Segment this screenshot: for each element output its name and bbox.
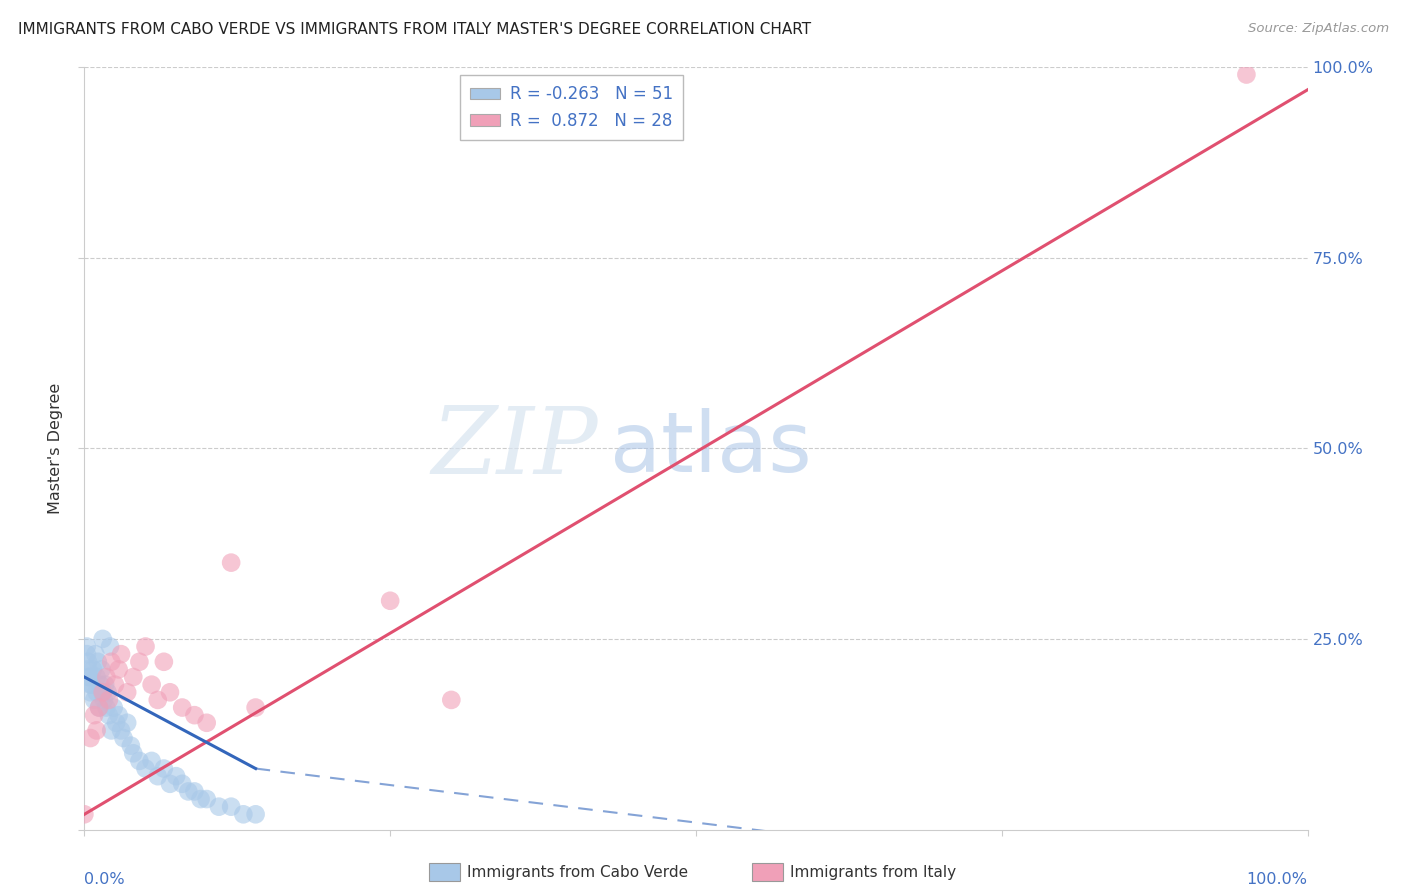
Point bbox=[91, 685, 114, 699]
Point bbox=[112, 731, 135, 745]
Point bbox=[79, 678, 101, 692]
Point bbox=[146, 769, 169, 783]
Point bbox=[77, 655, 100, 669]
Point bbox=[219, 556, 242, 570]
Point bbox=[84, 647, 107, 661]
Point bbox=[172, 700, 194, 714]
Point bbox=[103, 700, 125, 714]
Point bbox=[190, 792, 212, 806]
Point bbox=[440, 693, 463, 707]
Point bbox=[82, 662, 104, 676]
Point bbox=[86, 685, 108, 699]
Text: Immigrants from Cabo Verde: Immigrants from Cabo Verde bbox=[467, 865, 688, 880]
Point bbox=[153, 655, 176, 669]
Point bbox=[87, 700, 110, 714]
Point bbox=[89, 678, 111, 692]
Point bbox=[98, 640, 121, 654]
Point bbox=[232, 807, 254, 822]
Point bbox=[159, 777, 181, 791]
Point bbox=[380, 594, 402, 608]
Point bbox=[177, 784, 200, 798]
Point bbox=[107, 708, 129, 723]
Point bbox=[183, 784, 205, 798]
Point bbox=[141, 678, 163, 692]
Point bbox=[195, 792, 218, 806]
Point bbox=[96, 700, 118, 714]
Point bbox=[96, 670, 118, 684]
Point bbox=[219, 799, 242, 814]
Point bbox=[135, 762, 157, 776]
Point bbox=[76, 647, 98, 661]
Point bbox=[1236, 68, 1258, 82]
Point bbox=[104, 678, 127, 692]
Text: Immigrants from Italy: Immigrants from Italy bbox=[790, 865, 956, 880]
Point bbox=[195, 715, 218, 730]
Point bbox=[159, 685, 181, 699]
Point bbox=[76, 640, 98, 654]
Point bbox=[115, 685, 138, 699]
Point bbox=[79, 731, 101, 745]
Point bbox=[165, 769, 187, 783]
Point bbox=[97, 685, 120, 699]
Point bbox=[77, 662, 100, 676]
Point bbox=[245, 700, 267, 714]
Point bbox=[100, 655, 122, 669]
Text: Source: ZipAtlas.com: Source: ZipAtlas.com bbox=[1249, 22, 1389, 36]
Point bbox=[87, 700, 110, 714]
Legend: R = -0.263   N = 51, R =  0.872   N = 28: R = -0.263 N = 51, R = 0.872 N = 28 bbox=[460, 75, 683, 139]
Point bbox=[115, 715, 138, 730]
Point bbox=[153, 762, 176, 776]
Point bbox=[94, 678, 117, 692]
Text: 100.0%: 100.0% bbox=[1247, 871, 1308, 887]
Y-axis label: Master's Degree: Master's Degree bbox=[48, 383, 63, 514]
Point bbox=[146, 693, 169, 707]
Point bbox=[110, 723, 132, 738]
Point bbox=[120, 739, 142, 753]
Point bbox=[172, 777, 194, 791]
Point bbox=[91, 632, 114, 646]
Point bbox=[86, 670, 108, 684]
Point bbox=[128, 655, 150, 669]
Point bbox=[245, 807, 267, 822]
Point bbox=[183, 708, 205, 723]
Text: atlas: atlas bbox=[610, 408, 813, 489]
Point bbox=[93, 693, 115, 707]
Point bbox=[135, 640, 157, 654]
Text: IMMIGRANTS FROM CABO VERDE VS IMMIGRANTS FROM ITALY MASTER'S DEGREE CORRELATION : IMMIGRANTS FROM CABO VERDE VS IMMIGRANTS… bbox=[18, 22, 811, 37]
Point bbox=[122, 746, 145, 760]
Point bbox=[208, 799, 231, 814]
Point bbox=[87, 655, 110, 669]
Point bbox=[107, 662, 129, 676]
Point bbox=[86, 723, 108, 738]
Point bbox=[141, 754, 163, 768]
Point bbox=[77, 670, 100, 684]
Text: 0.0%: 0.0% bbox=[84, 871, 125, 887]
Point bbox=[77, 670, 100, 684]
Point bbox=[97, 693, 120, 707]
Point bbox=[73, 807, 96, 822]
Point bbox=[110, 647, 132, 661]
Point bbox=[91, 685, 114, 699]
Point bbox=[100, 723, 122, 738]
Point bbox=[122, 670, 145, 684]
Point bbox=[79, 685, 101, 699]
Point bbox=[90, 662, 112, 676]
Point bbox=[97, 708, 120, 723]
Point bbox=[80, 678, 103, 692]
Point bbox=[128, 754, 150, 768]
Point bbox=[83, 708, 105, 723]
Point bbox=[83, 693, 105, 707]
Text: ZIP: ZIP bbox=[432, 403, 598, 493]
Point bbox=[105, 715, 128, 730]
